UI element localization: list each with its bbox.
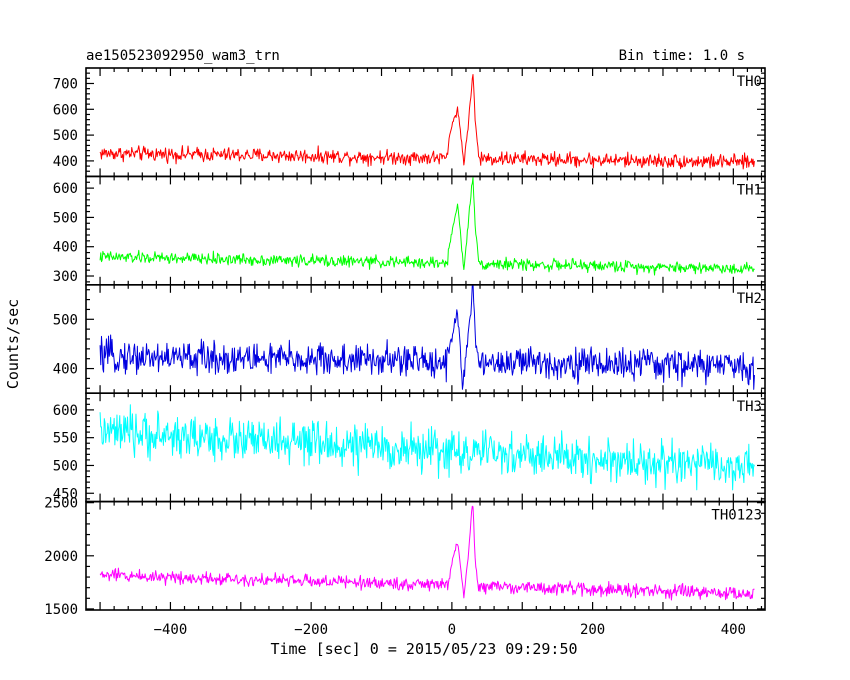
panel-frame bbox=[85, 175, 766, 286]
y-tick-label: 400 bbox=[53, 240, 78, 256]
panels-group: TH0400500600700TH1300400500600TH2400500T… bbox=[44, 67, 766, 618]
series-line-th1 bbox=[99, 177, 755, 276]
panel-th0: TH0 400 500 600 700 bbox=[53, 67, 766, 178]
panel-frame bbox=[85, 67, 766, 178]
panel-th1: TH1 300 400 500 600 bbox=[53, 175, 766, 286]
y-tick-label: 2000 bbox=[44, 549, 78, 565]
x-axis-title: Time [sec] 0 = 2015/05/23 09:29:50 bbox=[270, 640, 577, 658]
panel-label-th0123: TH0123 bbox=[711, 508, 762, 524]
y-tick-label: 450 bbox=[53, 486, 78, 502]
panel-label-th3: TH3 bbox=[737, 399, 762, 415]
bin-time-label: Bin time: 1.0 s bbox=[619, 48, 745, 64]
x-tick-label: 200 bbox=[580, 622, 605, 638]
y-tick-label: 2500 bbox=[44, 496, 78, 512]
series-line-th0 bbox=[99, 74, 755, 170]
y-tick-label: 600 bbox=[53, 181, 78, 197]
x-tick-label: −400 bbox=[154, 622, 188, 638]
panel-label-th1: TH1 bbox=[737, 182, 762, 198]
panel-th2: TH2 400 500 bbox=[53, 283, 766, 394]
y-tick-label: 400 bbox=[53, 362, 78, 378]
panel-label-th0: TH0 bbox=[737, 74, 762, 90]
y-tick-label: 600 bbox=[53, 102, 78, 118]
y-tick-label: 300 bbox=[53, 269, 78, 285]
series-line-th3 bbox=[99, 404, 755, 491]
y-tick-label: 500 bbox=[53, 210, 78, 226]
x-tick-label: 400 bbox=[721, 622, 746, 638]
y-tick-label: 600 bbox=[53, 403, 78, 419]
x-axis: −400 −200 0 200 400 bbox=[154, 622, 746, 638]
chart-title: ae150523092950_wam3_trn bbox=[86, 48, 280, 64]
y-tick-label: 500 bbox=[53, 128, 78, 144]
y-tick-label: 400 bbox=[53, 154, 78, 170]
y-tick-label: 1500 bbox=[44, 602, 78, 618]
x-tick-label: 0 bbox=[448, 622, 456, 638]
panel-th3: TH3 450 500 550 600 bbox=[53, 392, 766, 503]
y-tick-label: 550 bbox=[53, 431, 78, 447]
series-line-th0123 bbox=[99, 505, 755, 601]
y-tick-label: 500 bbox=[53, 312, 78, 328]
y-axis-title: Counts/sec bbox=[4, 299, 22, 389]
y-tick-label: 500 bbox=[53, 458, 78, 474]
series-line-th2 bbox=[99, 284, 755, 390]
y-tick-label: 700 bbox=[53, 76, 78, 92]
panel-th0123: TH0123 1500 2000 2500 bbox=[44, 496, 766, 618]
panel-label-th2: TH2 bbox=[737, 291, 762, 307]
x-tick-label: −200 bbox=[294, 622, 328, 638]
